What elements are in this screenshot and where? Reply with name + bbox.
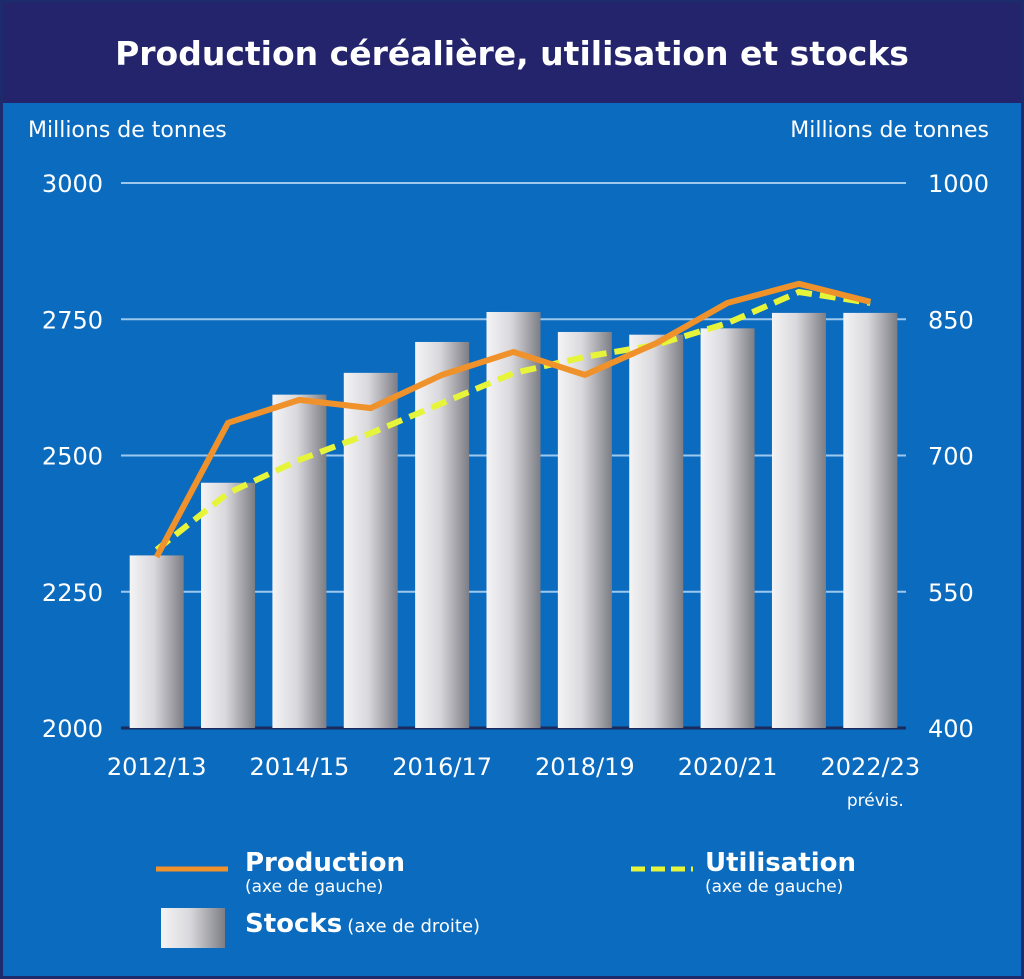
right-tick-label: 400 — [928, 715, 974, 743]
stocks-bar — [843, 312, 898, 728]
stocks-bar — [771, 312, 826, 728]
legend-stocks-swatch — [161, 908, 225, 948]
right-tick-label: 850 — [928, 306, 974, 334]
stocks-bar — [272, 394, 327, 728]
legend-utilisation-note: (axe de gauche) — [705, 877, 844, 897]
right-tick-label: 1000 — [928, 170, 989, 198]
forecast-note: prévis. — [847, 791, 904, 811]
production-line — [154, 280, 872, 559]
chart-title: Production céréalière, utilisation et st… — [115, 33, 909, 73]
right-axis-label: Millions de tonnes — [790, 118, 989, 143]
x-tick-label: 2014/15 — [250, 753, 350, 781]
x-tick-label: 2022/23 — [820, 753, 920, 781]
legend-utilisation-label: Utilisation — [705, 848, 857, 878]
left-tick-label: 2750 — [42, 306, 103, 334]
left-tick-label: 3000 — [42, 170, 103, 198]
stocks-bar — [486, 311, 541, 728]
legend-production-label: Production — [245, 848, 405, 878]
left-tick-label: 2250 — [42, 579, 103, 607]
title-bar: Production céréalière, utilisation et st… — [3, 3, 1021, 103]
chart-plot: 3000 1000 2750 850 2500 700 2250 550 2000 400 2012… — [42, 170, 989, 948]
legend-stocks: Stocks (axe de droite) — [245, 909, 480, 939]
left-axis-label: Millions de tonnes — [28, 118, 227, 143]
legend-production: Production (axe de gauche) — [245, 848, 405, 896]
x-tick-label: 2012/13 — [107, 753, 207, 781]
x-tick-label: 2018/19 — [535, 753, 635, 781]
legend-production-note: (axe de gauche) — [245, 877, 384, 897]
left-tick-label: 2500 — [42, 443, 103, 471]
stocks-bar — [129, 555, 184, 728]
stocks-bar — [201, 482, 256, 728]
right-tick-label: 700 — [928, 443, 974, 471]
legend-stocks-label: Stocks — [245, 909, 343, 939]
right-tick-label: 550 — [928, 579, 974, 607]
x-tick-label: 2016/17 — [392, 753, 492, 781]
legend-utilisation: Utilisation (axe de gauche) — [705, 848, 856, 896]
stocks-bar — [415, 341, 470, 728]
left-tick-label: 2000 — [42, 715, 103, 743]
stocks-bar — [700, 328, 755, 728]
stocks-bar — [557, 331, 612, 728]
x-tick-label: 2020/21 — [678, 753, 778, 781]
stocks-bar — [629, 334, 684, 728]
legend-stocks-note: (axe de droite) — [347, 916, 481, 937]
